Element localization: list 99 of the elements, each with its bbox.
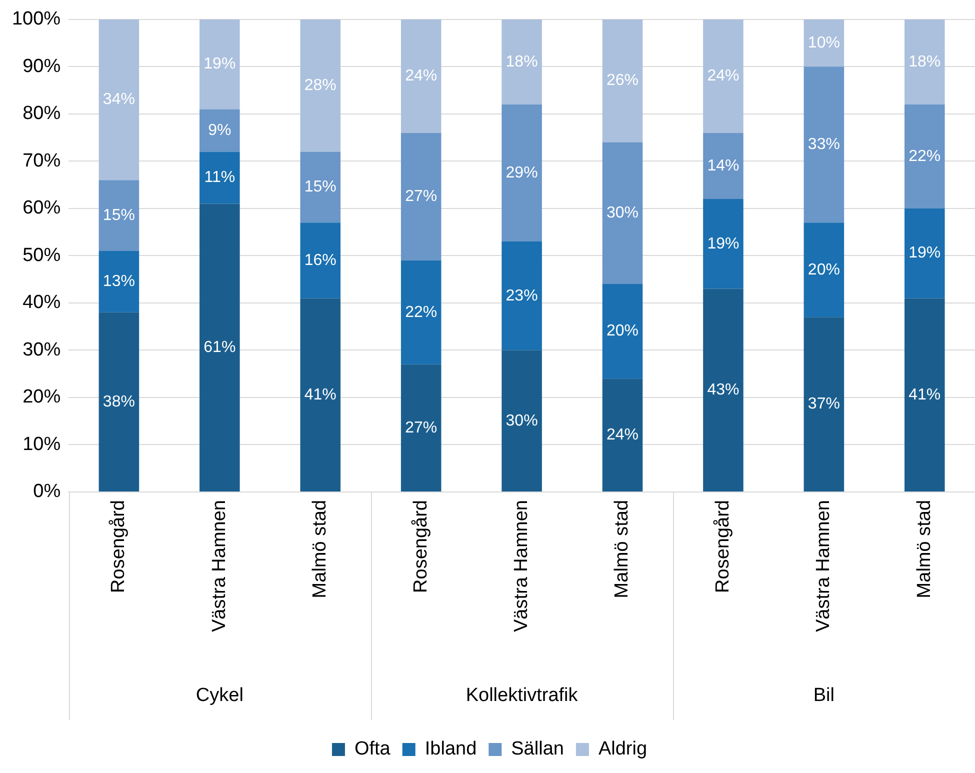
bar <box>300 152 341 223</box>
data-label: 15% <box>304 178 336 196</box>
data-label: 18% <box>506 53 538 70</box>
bar <box>300 222 341 298</box>
bar <box>502 350 542 492</box>
bar <box>98 312 140 492</box>
data-label: 27% <box>405 188 438 206</box>
text: Bil <box>813 685 834 706</box>
bar <box>98 19 140 180</box>
bar <box>904 298 945 492</box>
data-label: 22% <box>908 148 941 165</box>
data-label: 19% <box>204 56 236 73</box>
bar <box>904 208 945 298</box>
data-label: 41% <box>908 386 941 404</box>
bar <box>502 19 542 104</box>
x-tick-label: Västra Hamnen <box>208 500 230 632</box>
bar <box>98 250 140 312</box>
x-tick-label: Rosengård <box>712 500 734 593</box>
data-label: 28% <box>304 76 336 94</box>
bar <box>400 364 442 492</box>
text: Cykel <box>196 685 244 706</box>
bar <box>200 204 240 492</box>
x-tick-label: Västra Hamnen <box>511 500 532 632</box>
bar <box>200 152 240 204</box>
bar <box>602 284 643 379</box>
legend-label: Ibland <box>424 738 477 760</box>
data-label: 24% <box>606 426 639 444</box>
bar <box>300 298 341 492</box>
data-label: 15% <box>102 206 135 224</box>
bar <box>904 19 945 104</box>
bar <box>400 260 442 364</box>
legend-label: Aldrig <box>598 738 648 760</box>
bar <box>300 19 341 152</box>
y-tick-label: 90% <box>22 56 61 77</box>
data-label: 14% <box>707 157 740 174</box>
data-label: 24% <box>405 68 438 85</box>
x-tick-label: Malmö stad <box>914 500 935 598</box>
data-label: 23% <box>506 287 538 304</box>
data-label: 13% <box>102 273 135 290</box>
data-label: 10% <box>808 34 840 52</box>
y-tick-label: 30% <box>22 339 61 360</box>
data-label: 37% <box>808 396 840 413</box>
bar <box>703 132 744 199</box>
bar <box>804 66 844 223</box>
data-label: 41% <box>304 386 336 404</box>
bar <box>400 132 442 260</box>
bar <box>200 109 240 152</box>
y-tick-label: 50% <box>22 244 61 266</box>
y-tick-label: 100% <box>12 8 61 30</box>
bar <box>904 104 945 208</box>
x-tick-label: Malmö stad <box>310 500 331 598</box>
data-label: 18% <box>908 53 941 70</box>
x-tick-label: Rosengård <box>410 500 432 593</box>
data-label: 20% <box>606 322 639 340</box>
data-label: 27% <box>405 419 438 436</box>
bar <box>602 142 643 284</box>
bar <box>502 104 542 242</box>
data-label: 30% <box>606 204 639 222</box>
bar <box>804 317 844 492</box>
bar <box>502 242 542 350</box>
y-tick-label: 0% <box>33 481 61 502</box>
bar <box>703 288 744 492</box>
data-label: 11% <box>204 169 236 186</box>
bar <box>602 19 643 142</box>
bar <box>400 19 442 133</box>
bar <box>602 378 643 492</box>
y-tick-label: 80% <box>22 103 61 124</box>
y-tick-label: 60% <box>22 198 61 219</box>
data-label: 19% <box>707 235 740 252</box>
y-tick-label: 70% <box>22 150 61 172</box>
text: Kollektivtrafik <box>466 685 578 706</box>
data-label: 22% <box>405 304 438 321</box>
data-label: 61% <box>204 339 236 356</box>
data-label: 26% <box>606 72 639 90</box>
data-label: 9% <box>208 122 232 139</box>
data-label: 24% <box>707 68 740 85</box>
bar <box>703 198 744 289</box>
legend-label: Sällan <box>511 738 564 760</box>
bar <box>98 180 140 251</box>
bar <box>200 19 240 110</box>
data-label: 29% <box>506 164 538 182</box>
data-label: 43% <box>707 382 740 399</box>
data-label: 38% <box>102 393 135 410</box>
x-tick-label: Rosengård <box>108 500 130 593</box>
data-label: 19% <box>908 244 941 262</box>
bar <box>804 19 844 67</box>
bar <box>703 19 744 133</box>
data-label: 20% <box>808 261 840 278</box>
x-tick-label: Malmö stad <box>612 500 633 598</box>
data-label: 34% <box>102 91 135 108</box>
x-tick-label: Västra Hamnen <box>813 500 834 632</box>
y-tick-label: 10% <box>22 434 61 455</box>
data-label: 33% <box>808 136 840 154</box>
data-label: 16% <box>304 252 336 269</box>
legend-label: Ofta <box>354 738 391 760</box>
bar <box>804 222 844 318</box>
data-label: 30% <box>506 412 538 430</box>
y-tick-label: 40% <box>22 292 61 314</box>
y-tick-label: 20% <box>22 386 61 408</box>
